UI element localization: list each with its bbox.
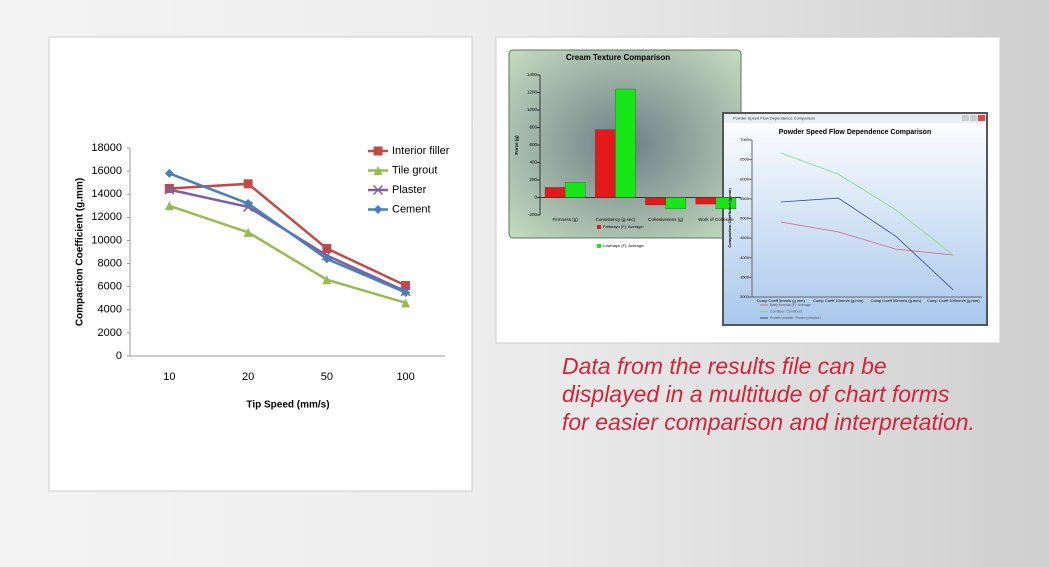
y-tick-label: 3000 <box>740 294 750 299</box>
y-tick-label: 12000 <box>91 211 122 223</box>
bar <box>564 182 586 198</box>
window-close[interactable] <box>978 115 985 121</box>
line <box>169 182 407 287</box>
line <box>168 172 407 294</box>
bar <box>695 197 717 205</box>
legend-swatch <box>597 244 601 248</box>
x-tick-label: Comp Coeff 50mm/s (g.mm) <box>871 298 922 303</box>
y-tick-label: 5500 <box>740 196 750 201</box>
x-axis-label: Tip Speed (mm/s) <box>246 400 329 411</box>
marker <box>243 179 253 189</box>
marker <box>373 166 383 175</box>
x-tick-label: 20 <box>242 371 254 383</box>
window-titlebar <box>724 114 986 123</box>
y-tick-label: 200 <box>529 177 537 182</box>
bar <box>595 129 616 198</box>
marker <box>322 275 332 285</box>
y-tick-label: 2000 <box>98 327 122 339</box>
y-tick-label: 1400 <box>527 72 538 77</box>
legend-label: Interior filler <box>392 145 450 157</box>
y-axis-label: Force (g) <box>514 135 519 155</box>
y-tick-label: 5000 <box>740 216 750 221</box>
marker <box>372 184 384 196</box>
bar <box>715 197 737 210</box>
line <box>780 152 954 256</box>
y-tick-label: -200 <box>528 212 538 217</box>
caption: Data from the results file can be displa… <box>562 353 975 435</box>
marker <box>243 227 253 237</box>
legend-label: Fattmayo (F): Average: <box>603 224 644 229</box>
x-tick-label: 50 <box>321 371 333 383</box>
x-tick-label: Firmness (g) <box>552 217 578 222</box>
legend-label: Baby formula (F): Average <box>770 303 811 307</box>
legend-label: Protein powder: Protein powder1 <box>770 316 821 320</box>
bar <box>615 88 636 198</box>
y-tick-label: 1000 <box>527 107 538 112</box>
panel <box>48 36 473 492</box>
y-tick-label: 6000 <box>98 281 122 293</box>
y-tick-label: 16000 <box>91 165 122 177</box>
window <box>722 112 988 326</box>
y-tick-label: 6000 <box>740 176 750 181</box>
x-tick-label: 100 <box>396 371 414 383</box>
marker <box>401 298 411 308</box>
marker <box>401 287 411 297</box>
window-title: Powder Speed Flow Dependence Comparison <box>733 116 815 121</box>
y-tick-label: 14000 <box>91 188 122 200</box>
marker <box>164 184 175 195</box>
marker <box>164 168 174 178</box>
chart-title: Powder Speed Flow Dependence Comparison <box>779 129 931 136</box>
y-axis-label: Compaction Coefficient (g.mm) <box>75 178 86 326</box>
x-tick-label: Comp Coeff 5mm/s (g.mm) <box>757 298 806 303</box>
y-tick-label: 400 <box>529 160 537 165</box>
x-tick-label: Consistency (g.sec) <box>596 217 636 222</box>
legend-label: Plaster <box>392 184 427 196</box>
legend-swatch <box>597 225 601 229</box>
chart-title: Cream Texture Comparison <box>566 53 670 62</box>
y-tick-label: 0 <box>534 195 537 200</box>
y-tick-label: 4000 <box>98 304 122 316</box>
y-axis-label: Compaction Coefficient (g.mm) <box>727 188 732 248</box>
legend-label: Lowmayo (F): Average: <box>603 243 644 248</box>
marker <box>164 183 174 193</box>
x-tick-label: Comp Coeff 10mm/s (g.mm) <box>813 298 864 303</box>
y-tick-label: 8000 <box>98 257 122 269</box>
bar <box>544 187 566 198</box>
x-tick-label: Comp Coeff 100mm/s (g.mm) <box>927 298 980 303</box>
x-tick-label: Cohesiveness (g) <box>648 217 684 222</box>
y-tick-label: 10000 <box>91 234 122 246</box>
y-tick-label: 3500 <box>740 274 750 279</box>
marker <box>322 244 332 254</box>
line <box>780 197 954 291</box>
x-tick-label: Work of Cohesive <box>698 217 734 222</box>
x-tick-label: 10 <box>163 371 175 383</box>
marker <box>322 254 332 264</box>
line <box>780 221 954 256</box>
marker <box>243 198 253 208</box>
y-tick-label: 7000 <box>740 137 750 142</box>
window-button[interactable] <box>970 115 977 121</box>
marker <box>164 201 174 211</box>
y-tick-label: 18000 <box>91 142 122 154</box>
bar <box>665 197 686 210</box>
marker <box>373 146 383 156</box>
legend-label: Tile grout <box>392 164 437 176</box>
y-tick-label: 6500 <box>740 157 750 162</box>
legend-label: Cement <box>392 203 431 215</box>
y-tick-label: 4000 <box>740 255 750 260</box>
bar <box>645 197 666 206</box>
marker <box>373 205 383 214</box>
marker <box>401 281 411 291</box>
y-tick-label: 1200 <box>527 90 538 95</box>
y-tick-label: 0 <box>116 350 122 362</box>
line <box>168 204 406 305</box>
window-button[interactable] <box>962 115 969 121</box>
y-tick-label: 4500 <box>740 235 750 240</box>
y-tick-label: 600 <box>529 142 537 147</box>
y-tick-label: 800 <box>529 125 537 130</box>
legend-label: Cornflour: Cornflour1 <box>770 309 803 313</box>
